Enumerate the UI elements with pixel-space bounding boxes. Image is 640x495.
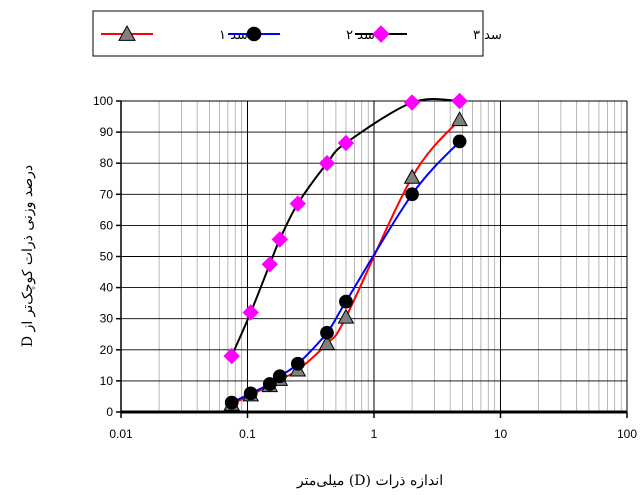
series-3-point [261,256,278,273]
series-1-point [318,335,336,351]
series-2-point [243,386,258,401]
y-tick-label: 90 [100,125,114,139]
y-tick-label: 70 [100,187,114,201]
legend-marker-2 [246,26,262,42]
legend-label-2: سد ۲ [346,28,375,43]
series-1-point [451,111,468,127]
legend-label-3: سد ۳ [473,28,502,43]
series-2-point [290,356,305,371]
series-1-point [337,308,355,324]
series-2-point [224,395,239,410]
legend-label-1: سد ۱ [219,28,248,43]
series-3-point [223,347,240,365]
series-3-point [337,134,355,152]
legend-marker-3 [372,25,390,43]
series-2-point [452,134,467,149]
x-tick-label: 100 [617,427,637,441]
y-tick-label: 100 [93,94,113,108]
y-tick-label: 60 [100,218,114,232]
x-tick-label: 0.01 [109,427,133,441]
legend-marker-1 [118,24,136,41]
series-3-point [318,154,336,172]
y-tick-label: 50 [100,250,114,264]
series-2-point [262,377,277,391]
x-tick-label: 10 [494,427,508,441]
y-axis-title: درصد وزنی ذرات کوچک‌تر از D [20,165,36,347]
y-tick-label: 0 [106,405,113,419]
axes [116,100,628,418]
series-3-point [289,195,307,212]
series-3-point [242,304,259,321]
y-tick-label: 20 [100,343,114,357]
series-2-point [320,325,334,340]
series-2-point [272,369,287,384]
series-markers [223,92,468,411]
series-2-point [405,187,419,202]
series-3-point [451,92,468,110]
series-1-point [403,168,421,184]
series-3-point [271,231,288,248]
series-3-point [403,94,421,111]
y-tick-label: 40 [100,281,114,295]
series-2-point [339,294,353,309]
y-tick-label: 30 [100,312,114,326]
legend: سد ۱ سد ۲ سد ۳ [92,10,502,57]
x-tick-label: 1 [371,427,378,441]
y-tick-label: 80 [100,156,114,170]
grid-lines [121,100,627,412]
y-tick-labels: 0 10 20 30 40 50 60 70 80 90 100 [93,94,113,419]
x-tick-label: 0.1 [239,427,256,441]
y-tick-label: 10 [100,374,114,388]
legend-box [92,10,484,57]
x-tick-labels: 0.01 0.1 1 10 100 [109,427,637,441]
x-axis-title: اندازه ذرات (D) میلی‌متر [296,473,443,489]
